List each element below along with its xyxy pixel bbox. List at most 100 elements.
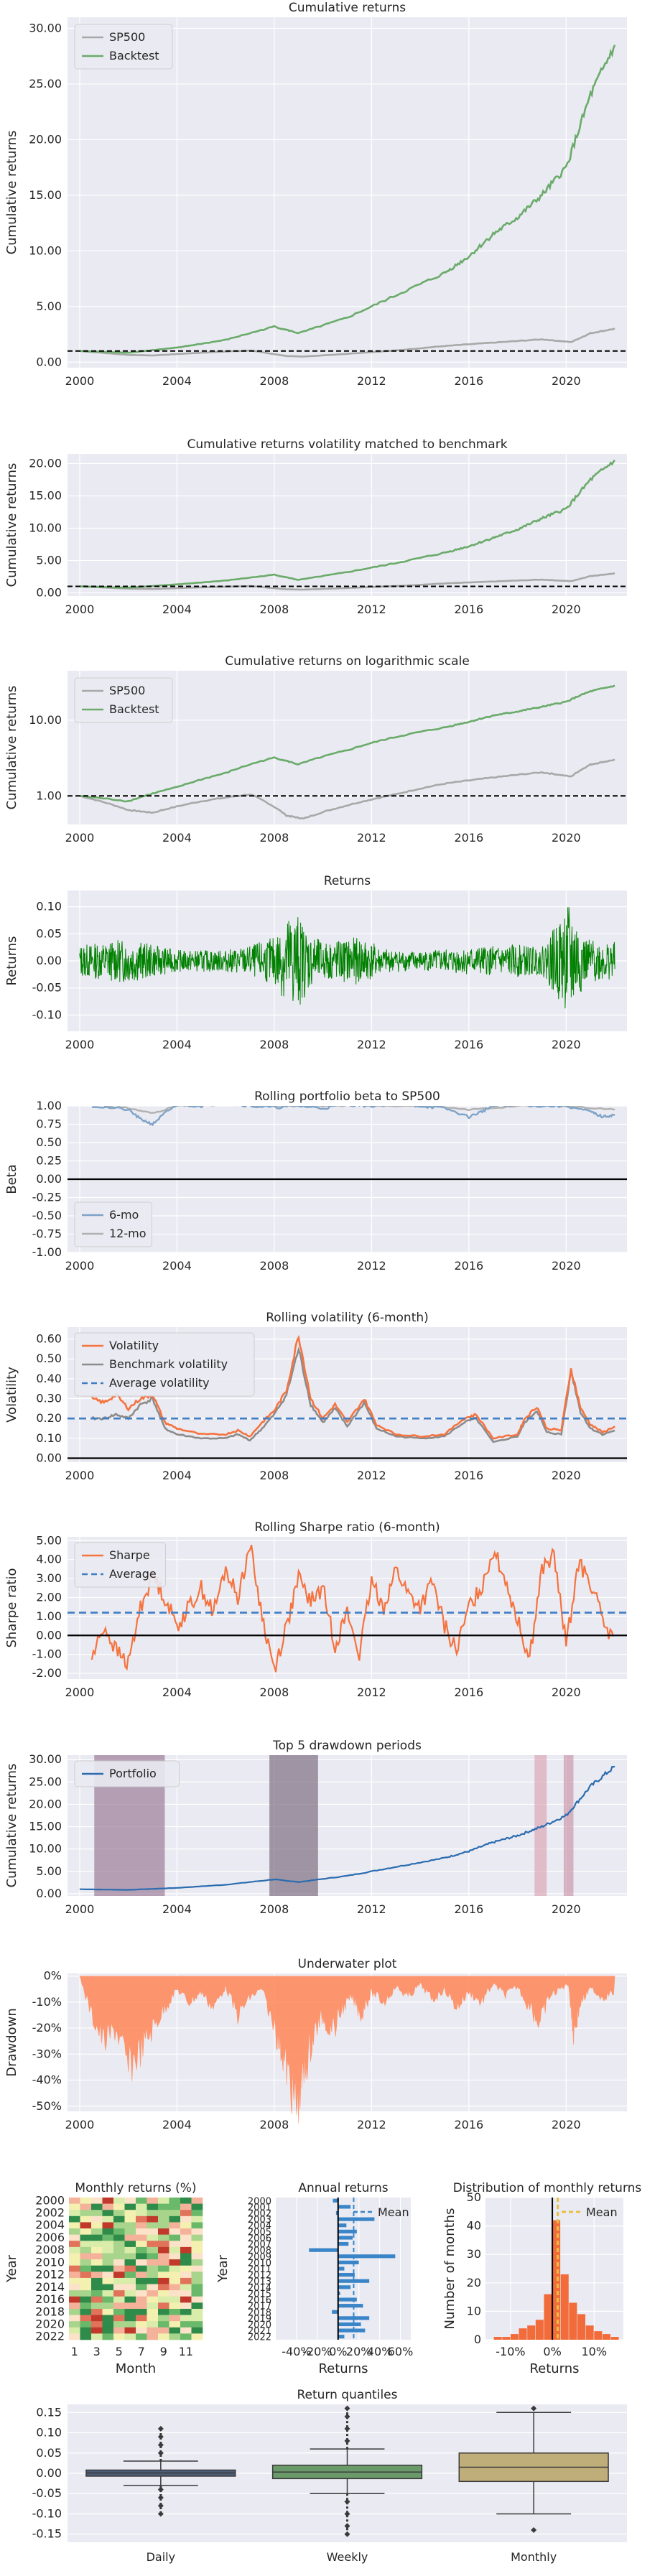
heatmap-cell — [180, 2234, 192, 2241]
heatmap-cell — [113, 2333, 125, 2340]
heatmap-cell — [191, 2302, 203, 2310]
heatmap-cell — [69, 2203, 80, 2210]
y-axis-label: Beta — [4, 1164, 19, 1194]
series-line-volatility — [90, 1334, 615, 1440]
histogram-bar — [502, 2337, 511, 2340]
heatmap-cell — [124, 2315, 136, 2322]
y-tick-label: 2008 — [248, 2246, 271, 2256]
heatmap-cell — [69, 2284, 80, 2291]
x-tick-label: 2012 — [357, 831, 386, 845]
heatmap-cell — [191, 2253, 203, 2260]
heatmap-cell — [180, 2272, 192, 2279]
heatmap-cell — [158, 2246, 169, 2254]
x-axis-label: Returns — [318, 2361, 368, 2376]
y-axis-label: Year — [215, 2254, 231, 2283]
chart-title: Return quantiles — [297, 2388, 397, 2402]
heatmap-cell — [69, 2210, 80, 2217]
outlier-marker — [157, 2425, 164, 2432]
annual-bar — [338, 2322, 361, 2327]
y-tick-label: 0% — [44, 1969, 62, 1983]
heatmap-cell — [80, 2203, 92, 2210]
heatmap-cell — [124, 2284, 136, 2291]
heatmap-cell — [102, 2215, 114, 2223]
heatmap-cell — [136, 2259, 147, 2266]
heatmap-cell — [102, 2315, 114, 2322]
chart-returns: Returns Returns 2000 2004 2008 2012 2016 2020 -0… — [4, 874, 627, 1051]
drawdown-period — [563, 1755, 574, 1896]
x-tick-label: 2020 — [552, 1902, 581, 1916]
heatmap-cell — [80, 2215, 92, 2223]
y-tick-label: 1.00 — [36, 1609, 62, 1623]
x-tick-label: 2020 — [552, 1685, 581, 1699]
heatmap-cell — [136, 2234, 147, 2241]
y-tick-label: 2018 — [35, 2305, 65, 2318]
y-tick-label: 2019 — [248, 2314, 271, 2325]
y-tick-label: -30% — [32, 2047, 62, 2060]
annual-bar — [338, 2205, 351, 2209]
heatmap-cell — [124, 2308, 136, 2315]
y-tick-label: 50 — [467, 2190, 481, 2204]
series-line-sp500 — [79, 572, 615, 591]
heatmap-cell — [91, 2253, 103, 2260]
heatmap-cell — [169, 2203, 181, 2210]
legend-box — [74, 1201, 152, 1247]
heatmap-cell — [102, 2327, 114, 2334]
y-tick-label: 5.00 — [36, 1864, 62, 1878]
x-tick-label: 2008 — [260, 2118, 289, 2131]
heatmap-cell — [169, 2253, 181, 2260]
heatmap-cell — [136, 2253, 147, 2260]
heatmap-cell — [91, 2277, 103, 2284]
histogram-bar — [569, 2302, 577, 2340]
heatmap-cell — [113, 2321, 125, 2328]
y-tick-label: 0 — [474, 2333, 481, 2346]
y-axis-label: Cumulative returns — [4, 131, 19, 255]
chart-underwater: Underwater plot Drawdown 2000 2004 2008 2012 2… — [4, 1957, 627, 2131]
y-tick-label: -0.15 — [32, 2527, 62, 2541]
heatmap-cell — [158, 2290, 169, 2297]
x-tick-label: 2000 — [65, 603, 95, 616]
heatmap-cell — [147, 2246, 159, 2254]
y-tick-label: 40 — [467, 2219, 481, 2233]
series-line-benchmark-volatility — [91, 1347, 615, 1443]
x-tick-label: 2020 — [552, 831, 581, 845]
heatmap-cell — [69, 2259, 80, 2266]
x-tick-label: 2008 — [260, 1038, 289, 1051]
x-tick-label: 2008 — [260, 1259, 289, 1273]
heatmap-cell — [158, 2284, 169, 2291]
heatmap-cell — [113, 2265, 125, 2272]
chart-rolling-sharpe: Rolling Sharpe ratio (6-month) Sharpe rat… — [4, 1520, 627, 1699]
y-tick-label: 2016 — [35, 2292, 65, 2306]
x-tick-label: Monthly — [511, 2550, 557, 2564]
y-tick-label: 0.05 — [36, 926, 62, 940]
y-tick-label: 2018 — [248, 2307, 271, 2318]
heatmap-cell — [136, 2302, 147, 2310]
heatmap-cell — [136, 2321, 147, 2328]
heatmap-cell — [191, 2315, 203, 2322]
x-tick-label: 2012 — [357, 1902, 386, 1916]
heatmap-cell — [124, 2203, 136, 2210]
heatmap-cell — [147, 2277, 159, 2284]
y-tick-label: -2.00 — [32, 1666, 62, 1680]
heatmap-cell — [102, 2210, 114, 2217]
heatmap-cell — [91, 2302, 103, 2310]
heatmap-cell — [180, 2222, 192, 2229]
x-tick-label: 10% — [581, 2345, 607, 2358]
y-tick-label: 2010 — [35, 2255, 65, 2269]
x-tick-label: 9 — [160, 2345, 167, 2358]
heatmap-cell — [124, 2228, 136, 2235]
x-tick-label: 2012 — [357, 1469, 386, 1482]
chart-title: Top 5 drawdown periods — [272, 1739, 422, 1753]
heatmap-cell — [80, 2198, 92, 2204]
y-tick-label: 15.00 — [29, 188, 62, 202]
heatmap-cell — [169, 2315, 181, 2322]
x-tick-label: 2004 — [162, 1469, 192, 1482]
annual-bar — [338, 2254, 396, 2259]
outlier-marker — [344, 2413, 350, 2419]
legend-label: Volatility — [109, 1339, 159, 1352]
heatmap-cell — [102, 2222, 114, 2229]
heatmap-cell — [80, 2259, 92, 2266]
annual-bar — [338, 2223, 347, 2228]
series-line-6-mo — [91, 1106, 615, 1127]
x-tick-label: 60% — [388, 2345, 414, 2358]
heatmap-cell — [191, 2198, 203, 2204]
